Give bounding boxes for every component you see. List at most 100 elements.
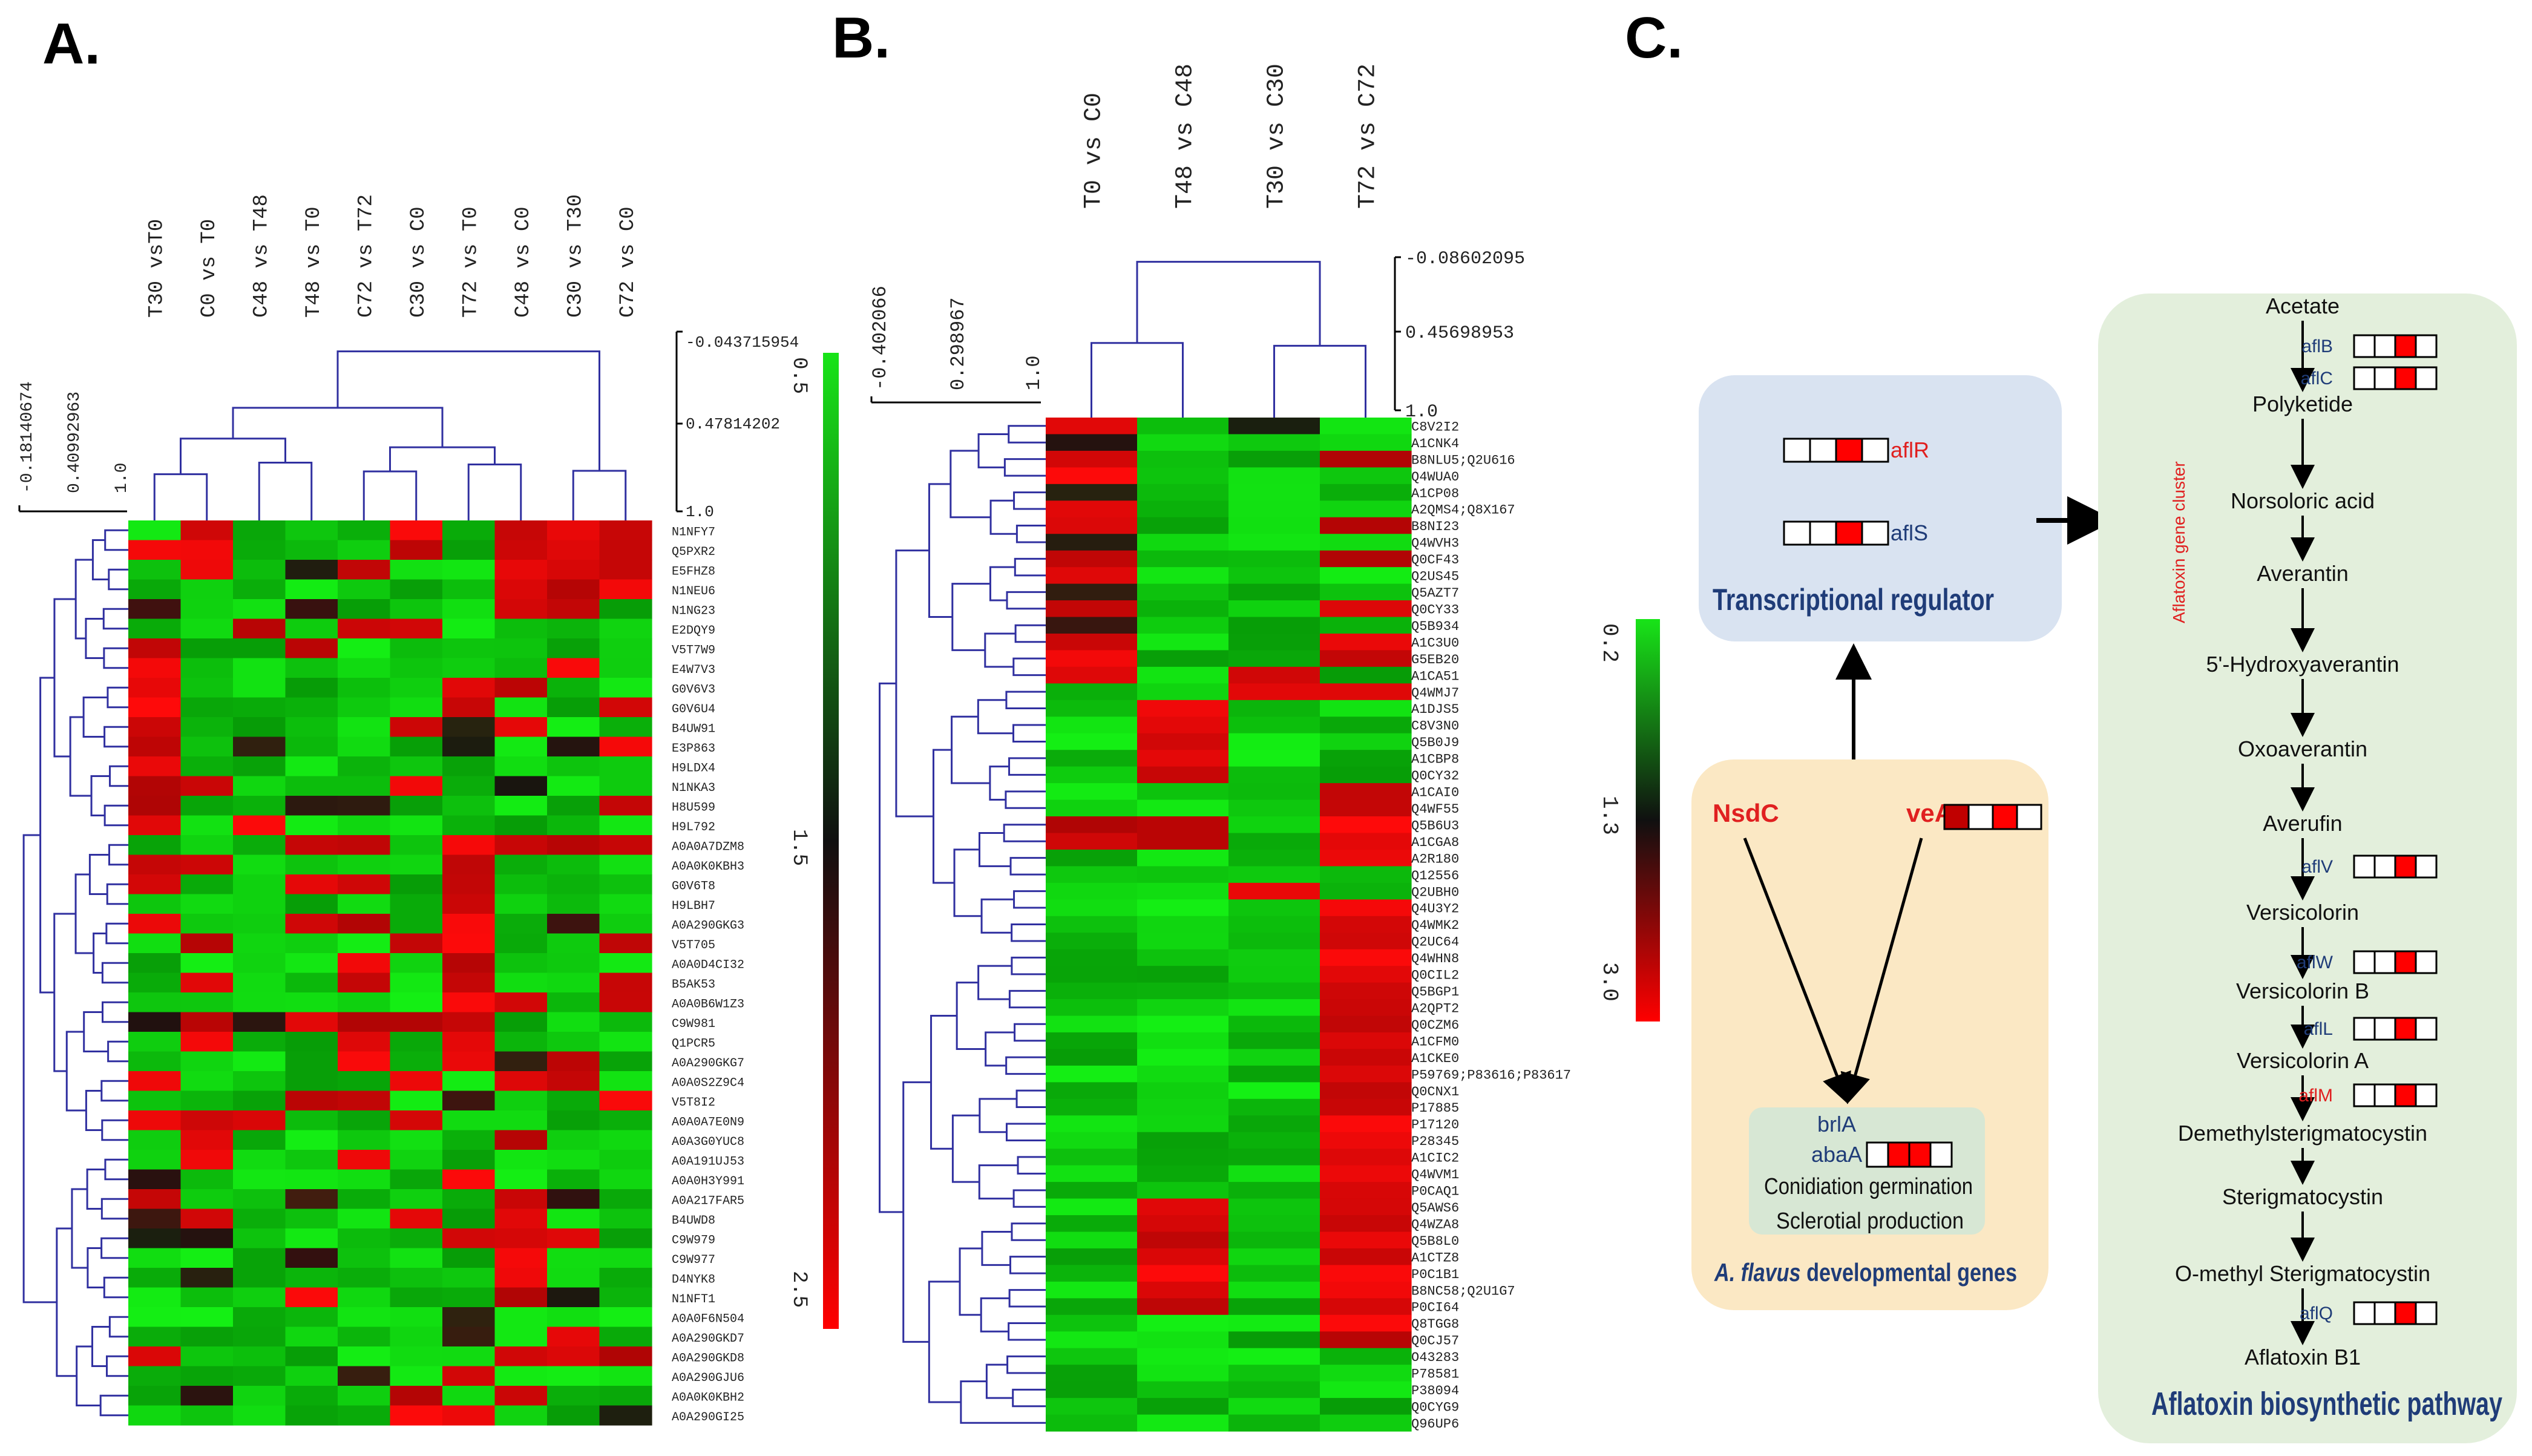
- panel-b-heatmap-cell: [1137, 1281, 1229, 1299]
- panel-a-row-label: B5AK53: [672, 978, 715, 992]
- panel-a-row-label: N1NEU6: [672, 585, 715, 598]
- panel-b-heatmap-cell: [1320, 999, 1412, 1017]
- panel-b-heatmap-cell: [1228, 1248, 1320, 1266]
- pathway-gene-box: [2415, 1017, 2438, 1041]
- panel-a-heatmap-cell: [390, 933, 443, 954]
- panel-a-heatmap-cell: [128, 1346, 182, 1367]
- panel-a-heatmap-cell: [442, 815, 496, 836]
- panel-a-heatmap-cell: [599, 540, 652, 560]
- panel-b-row-dendrogram-branch: [980, 898, 1014, 934]
- panel-b-heatmap-cell: [1320, 484, 1412, 501]
- panel-a-heatmap-cell: [285, 560, 338, 580]
- panel-b-heatmap-cell: [1046, 550, 1138, 568]
- panel-b-row-label: Q4WMJ7: [1411, 686, 1459, 701]
- panel-b-heatmap-cell: [1046, 1398, 1138, 1415]
- panel-a-heatmap-cell: [233, 599, 286, 620]
- panel-b-row-label: C8V3N0: [1411, 719, 1459, 734]
- panel-b-heatmap-cell: [1320, 1331, 1412, 1349]
- panel-b-heatmap-cell: [1046, 899, 1138, 917]
- panel-a-heatmap-cell: [494, 1110, 548, 1131]
- panel-b-column-label: T48 vs C48: [1172, 64, 1199, 209]
- pathway-step: Aflatoxin B1: [2245, 1345, 2361, 1369]
- panel-b-heatmap-cell: [1228, 1149, 1320, 1166]
- panel-a-heatmap-cell: [547, 815, 600, 836]
- panel-b-heatmap-cell: [1137, 1149, 1229, 1166]
- panel-b-row-dendrogram-branch: [1008, 757, 1046, 776]
- panel-b-row-dendrogram-branch: [1008, 425, 1046, 444]
- panel-b-column-dendrogram: [1091, 261, 1366, 418]
- panel-a-heatmap-cell: [494, 1189, 548, 1210]
- panel-b-heatmap-cell: [1046, 966, 1138, 983]
- panel-a-heatmap-cell: [494, 1386, 548, 1406]
- panel-a-row-label: G0V6U4: [672, 703, 715, 717]
- panel-a-heatmap-cell: [390, 854, 443, 875]
- pathway-step: Demethylsterigmatocystin: [2178, 1121, 2427, 1146]
- panel-b-heatmap-cell: [1320, 1015, 1412, 1033]
- panel-b-heatmap-cell: [1137, 966, 1229, 983]
- panel-b-heatmap-cell: [1137, 1231, 1229, 1249]
- panel-a-row-label: C9W979: [672, 1233, 715, 1247]
- panel-b-row-scale-1: -0.402066: [869, 286, 891, 390]
- panel-a-heatmap-cell: [338, 599, 391, 620]
- panel-a-row-dendrogram-branch: [74, 873, 94, 954]
- pathway-gene-label: aflW: [2297, 953, 2334, 972]
- panel-a-heatmap-cell: [494, 1248, 548, 1268]
- panel-a-heatmap-cell: [233, 972, 286, 993]
- panel-a-heatmap-cell: [547, 579, 600, 600]
- panel-b-row-dendrogram-branch: [928, 1281, 961, 1403]
- panel-a-heatmap-cell: [547, 1208, 600, 1229]
- panel-a-row-label: H9LBH7: [672, 899, 715, 913]
- panel-a-heatmap-cell: [442, 1405, 496, 1426]
- panel-a-heatmap-cell: [599, 972, 652, 993]
- panel-a-heatmap-cell: [285, 736, 338, 757]
- panel-b-row-label: A1CIC2: [1411, 1151, 1459, 1166]
- panel-c-letter: C.: [1625, 5, 1683, 70]
- panel-a-heatmap-cell: [599, 658, 652, 678]
- panel-b-heatmap-cell: [1046, 949, 1138, 966]
- panel-a-heatmap-cell: [390, 1189, 443, 1210]
- panel-a-heatmap-cell: [494, 894, 548, 914]
- panel-a-row-dendrogram-branch: [65, 1031, 87, 1112]
- panel-a-column-dendrogram: [153, 350, 627, 520]
- panel-a-heatmap-cell: [547, 1405, 600, 1426]
- aflR-gene-boxes: [1783, 438, 1889, 463]
- panel-a-heatmap-cell: [547, 697, 600, 718]
- panel-a-row-dendrogram-branch: [102, 608, 128, 630]
- panel-a-heatmap-cell: [442, 1090, 496, 1111]
- panel-a-heatmap-cell: [128, 1110, 182, 1131]
- panel-b-row-label: Q4U3Y2: [1411, 902, 1459, 917]
- panel-b-heatmap-cell: [1046, 816, 1138, 834]
- panel-b-heatmap-cell: [1046, 1182, 1138, 1199]
- panel-b-heatmap-cell: [1046, 1149, 1138, 1166]
- panel-a-column-dendrogram-branch: [153, 473, 208, 520]
- panel-b-heatmap-cell: [1046, 1265, 1138, 1282]
- panel-a-heatmap-cell: [233, 1346, 286, 1367]
- panel-a-heatmap-cell: [128, 1189, 182, 1210]
- panel-b-row-label: P17885: [1411, 1101, 1459, 1116]
- panel-a-heatmap-cell: [338, 1326, 391, 1347]
- panel-a-heatmap-cell: [599, 1150, 652, 1170]
- nsdC-label: NsdC: [1713, 799, 1779, 827]
- panel-a-heatmap-cell: [442, 914, 496, 934]
- panel-a-heatmap-cell: [128, 736, 182, 757]
- panel-b-heatmap-cell: [1046, 1165, 1138, 1182]
- panel-a-heatmap-cell: [180, 1248, 234, 1268]
- panel-a-heatmap-cell: [599, 1228, 652, 1249]
- panel-b-row-label: B8NLU5;Q2U616: [1411, 453, 1515, 468]
- panel-a-row-labels: N1NFY7 Q5PXR2 E5FHZ8 N1NEU6 N1NG23 E2DQY9 V5T7…: [672, 525, 744, 1425]
- panel-b-heatmap-cell: [1046, 1049, 1138, 1066]
- pathway-gene-label: aflM: [2298, 1086, 2333, 1106]
- panel-a-heatmap-cell: [390, 1228, 443, 1249]
- panel-a-row-dendrogram-branch: [85, 1090, 102, 1131]
- panel-a-heatmap-cell: [390, 992, 443, 1013]
- panel-a-column-dendrogram-branch: [467, 463, 522, 520]
- panel-b-heatmap-cell: [1228, 1365, 1320, 1382]
- panel-b-heatmap-cell: [1228, 816, 1320, 834]
- panel-b-row-dendrogram-branch: [1009, 857, 1046, 876]
- panel-a-heatmap-cell: [442, 953, 496, 974]
- panel-b-row-dendrogram-branch: [980, 1297, 1010, 1333]
- panel-a-heatmap-cell: [338, 1287, 391, 1308]
- panel-a-heatmap-cell: [285, 1051, 338, 1072]
- panel-a-heatmap-cell: [338, 658, 391, 678]
- panel-a-row-dendrogram-branch: [103, 726, 128, 748]
